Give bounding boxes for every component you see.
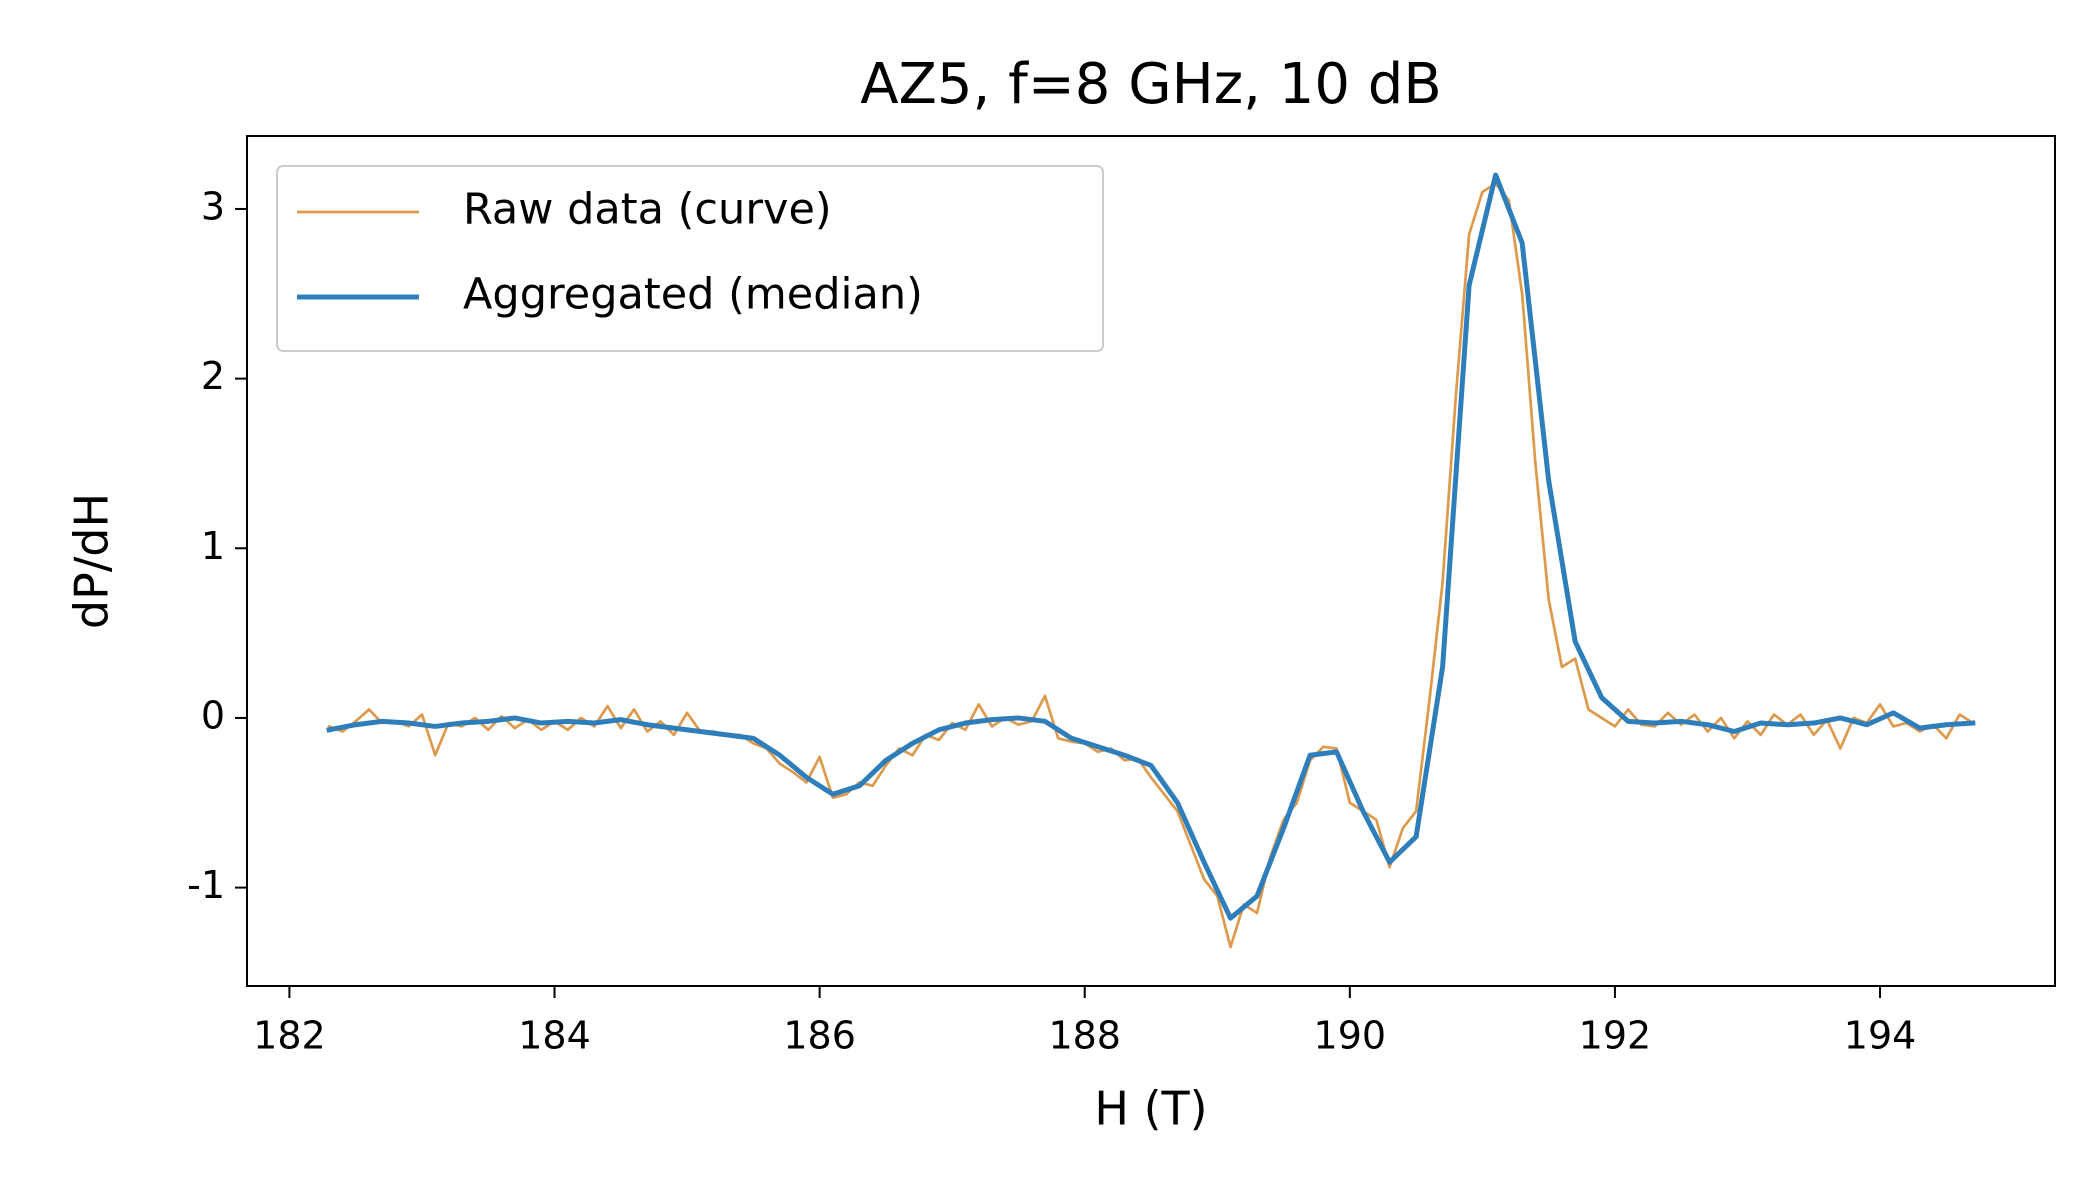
y-tick-label: 0: [201, 693, 225, 737]
chart-title: AZ5, f=8 GHz, 10 dB: [860, 52, 1442, 117]
x-tick-label: 190: [1314, 1014, 1387, 1058]
x-tick-label: 186: [783, 1014, 856, 1058]
data-line: [326, 172, 1976, 921]
y-tick-label: 2: [201, 354, 225, 398]
x-axis-label: H (T): [1094, 1082, 1207, 1136]
data-line: [327, 182, 1975, 949]
x-tick-label: 184: [518, 1014, 591, 1058]
x-tick-label: 182: [253, 1014, 326, 1058]
legend-label: Raw data (curve): [463, 185, 832, 235]
legend-label: Aggregated (median): [463, 270, 923, 320]
y-tick-label: -1: [187, 863, 225, 907]
plot-frame: [246, 135, 2056, 987]
x-tick-label: 192: [1579, 1014, 1652, 1058]
y-axis-label: dP/dH: [65, 493, 119, 629]
y-tick-label: 3: [201, 184, 225, 228]
x-tick-label: 194: [1844, 1014, 1917, 1058]
legend-box: [276, 165, 1104, 352]
y-tick-label: 1: [201, 524, 225, 568]
x-tick-label: 188: [1048, 1014, 1121, 1058]
